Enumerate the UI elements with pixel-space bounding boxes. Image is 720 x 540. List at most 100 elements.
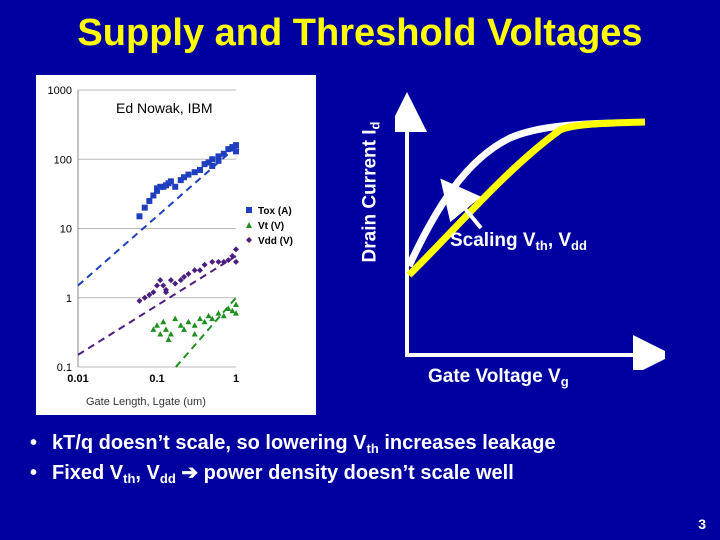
- bullet-item: • kT/q doesn’t scale, so lowering Vth inc…: [30, 432, 556, 456]
- data-point: [233, 246, 239, 253]
- legend-marker: [246, 207, 252, 213]
- legend-label: Vdd (V): [258, 236, 293, 247]
- data-point: [220, 312, 227, 319]
- legend-label: Vt (V): [258, 221, 284, 232]
- data-point: [167, 330, 174, 337]
- x-tick-label: 1: [233, 373, 239, 385]
- scaling-arrow: [440, 178, 483, 230]
- data-point: [177, 177, 184, 184]
- data-point: [205, 159, 212, 166]
- data-point: [225, 305, 232, 311]
- data-point: [136, 213, 143, 220]
- scaling-label: Scaling Vth, Vdd: [450, 230, 587, 253]
- y-tick-label: 10: [60, 224, 72, 236]
- data-point: [136, 297, 143, 304]
- data-point: [154, 282, 160, 289]
- scaled-drain-curve: [406, 118, 646, 278]
- data-point: [177, 277, 184, 284]
- data-point: [185, 271, 192, 278]
- data-point: [220, 150, 227, 157]
- data-point: [191, 169, 198, 176]
- y-tick-label: 1: [66, 293, 72, 305]
- data-point: [225, 257, 232, 264]
- data-point: [209, 315, 216, 322]
- data-point: [154, 187, 160, 194]
- data-point: [229, 253, 236, 260]
- data-point: [233, 258, 239, 265]
- data-point: [172, 315, 179, 322]
- data-point: [225, 146, 232, 153]
- data-point: [196, 267, 203, 274]
- trend-line: [77, 255, 237, 356]
- data-point: [172, 183, 179, 190]
- data-point: [163, 326, 170, 332]
- data-point: [163, 286, 170, 293]
- page-number: 3: [698, 516, 706, 532]
- data-point: [141, 294, 148, 301]
- data-point: [233, 310, 239, 316]
- data-point: [150, 326, 157, 332]
- data-point: [167, 277, 174, 284]
- chart-legend: Tox (A) Vt (V) Vdd (V): [246, 206, 293, 247]
- data-point: [191, 322, 198, 328]
- x-tick-label: 0.1: [149, 373, 164, 385]
- data-point: [167, 178, 174, 185]
- data-point: [157, 330, 164, 337]
- drain-current-axis-label: Drain Current Id: [359, 121, 383, 263]
- data-point: [215, 153, 222, 160]
- data-point: [141, 204, 148, 211]
- chart-points: [136, 142, 239, 342]
- data-point: [191, 267, 198, 274]
- bullet-item: • Fixed Vth, Vdd ➔ power density doesn’t …: [30, 462, 514, 486]
- data-point: [172, 280, 179, 287]
- slide-title: Supply and Threshold Voltages: [77, 12, 643, 54]
- y-tick-label: 100: [54, 154, 72, 166]
- trend-line: [175, 297, 237, 368]
- data-point: [160, 282, 167, 289]
- scatter-chart-panel: 1000 100 10 1 0.1 0.01 0.1 1 Ed Nowak, IBM Gate…: [36, 75, 316, 415]
- data-point: [209, 156, 216, 163]
- data-point: [233, 148, 239, 155]
- data-point: [185, 171, 192, 178]
- data-point: [209, 162, 216, 169]
- legend-marker: [246, 222, 252, 228]
- data-point: [150, 192, 157, 199]
- right-arrow-icon: ➔: [181, 462, 199, 484]
- data-point: [196, 315, 203, 322]
- id-vg-diagram: [395, 92, 665, 370]
- data-point: [191, 330, 198, 337]
- chart-credit: Ed Nowak, IBM: [116, 100, 212, 116]
- data-point: [229, 144, 236, 151]
- drain-current-axis-label-wrap: Drain Current Id: [356, 92, 386, 292]
- data-point: [233, 301, 239, 307]
- data-point: [201, 261, 208, 268]
- data-point: [146, 291, 153, 298]
- data-point: [146, 197, 153, 204]
- chart-x-axis-label: Gate Length, Lgate (um): [86, 396, 206, 408]
- data-point: [150, 289, 157, 296]
- x-tick-label: 0.01: [67, 373, 88, 385]
- data-point: [185, 318, 192, 325]
- data-point: [181, 326, 188, 332]
- data-point: [154, 322, 160, 328]
- data-point: [215, 310, 222, 316]
- legend-label: Tox (A): [258, 206, 292, 217]
- legend-marker: [246, 237, 252, 243]
- data-point: [209, 258, 216, 265]
- data-point: [157, 277, 164, 284]
- chart-trend-lines: [77, 146, 237, 368]
- data-point: [201, 318, 208, 325]
- chart-grid: [77, 89, 236, 368]
- data-point: [181, 174, 188, 181]
- data-point: [215, 258, 222, 265]
- data-point: [205, 312, 212, 319]
- bullet-list: • kT/q doesn’t scale, so lowering Vth inc…: [30, 432, 556, 490]
- data-point: [220, 258, 227, 265]
- data-point: [215, 157, 222, 164]
- gate-voltage-axis-label: Gate Voltage Vg: [428, 366, 569, 389]
- data-point: [233, 142, 239, 149]
- data-point: [160, 318, 167, 325]
- data-point: [201, 161, 208, 168]
